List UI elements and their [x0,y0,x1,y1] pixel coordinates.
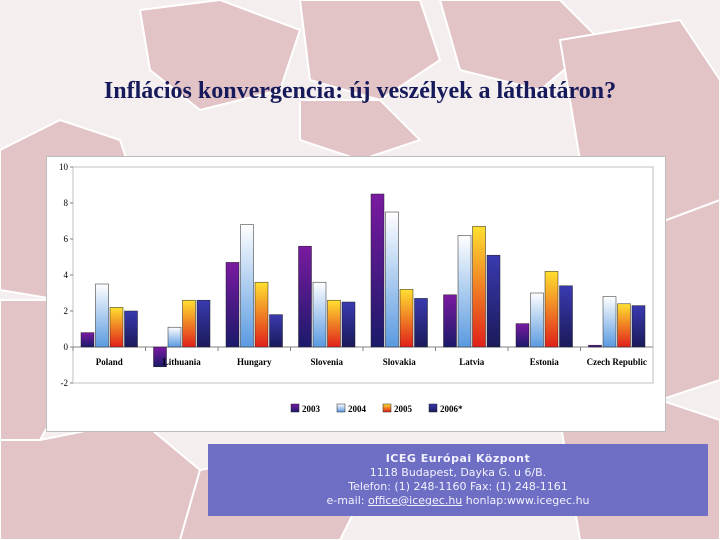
y-tick-label: 8 [64,198,69,208]
legend-label: 2004 [348,404,367,414]
x-tick-label: Slovenia [310,357,343,367]
bar-2006-slovenia [341,301,356,348]
bar-2003-slovenia [298,245,312,348]
bar-2005-hungary [254,281,269,348]
legend-label: 2003 [302,404,321,414]
bar-2004-slovakia [385,211,399,348]
bar-2004-poland [95,283,109,348]
y-tick-label: 2 [64,306,69,316]
footer-email-link[interactable]: office@icegec.hu [367,494,463,507]
bar-2006-czech-republic [631,305,646,348]
x-tick-label: Czech Republic [587,357,647,367]
bar-2004-czech-republic [602,296,617,348]
bar-2006-latvia [486,254,501,348]
bar-2005-slovenia [327,299,341,348]
legend-swatch [428,403,438,413]
bar-2006-lithuania [196,299,211,348]
legend-label: 2005 [394,404,413,414]
legend-swatch [336,403,346,413]
y-tick-label: 10 [59,162,69,172]
bar-2004-lithuania [167,326,182,348]
bar-2003-lithuania [153,346,167,368]
bar-2004-estonia [530,292,544,348]
bar-2004-latvia [457,235,472,348]
footer-address: 1118 Budapest, Dayka G. u 6/B. [369,466,547,479]
bar-2003-latvia [443,294,457,348]
bar-2005-slovakia [399,289,414,348]
bar-2004-hungary [240,224,254,348]
bar-2006-poland [124,310,138,348]
bar-2003-estonia [515,323,530,348]
y-tick-label: -2 [61,378,69,388]
chart-panel: -2 0 2 4 6 8 10 Poland Lithuania Hungary Slovenia S… [46,156,666,432]
bar-2005-poland [109,307,124,348]
y-tick-label: 6 [64,234,69,244]
bar-2003-poland [80,332,95,348]
bar-2003-hungary [225,262,240,348]
bar-2005-lithuania [182,299,196,348]
bar-2006-estonia [559,285,573,348]
x-tick-label: Lithuania [163,357,202,367]
x-tick-label: Hungary [237,357,272,367]
footer-email-label: e-mail: [326,494,368,507]
bar-2005-estonia [544,271,559,348]
page-title: Inflációs konvergencia: új veszélyek a l… [103,78,617,104]
bar-2005-latvia [472,226,486,348]
footer-phone: Telefon: (1) 248-1160 Fax: (1) 248-1161 [348,480,568,493]
legend-swatch [382,403,392,413]
bar-2003-slovakia [370,193,385,348]
y-tick-label: 4 [64,270,69,280]
bar-2006-slovakia [414,298,428,348]
x-tick-label: Poland [96,357,123,367]
x-tick-label: Latvia [459,357,485,367]
bar-2005-czech-republic [617,303,631,348]
bar-2006-hungary [269,314,283,348]
legend-label: 2006* [440,404,463,414]
legend-swatch [290,403,300,413]
footer-contact-box: ICEG Európai Központ 1118 Budapest, Dayk… [208,444,708,516]
x-tick-label: Slovakia [383,357,417,367]
footer-web: honlap:www.icegec.hu [462,494,590,507]
x-tick-label: Estonia [530,357,560,367]
y-tick-label: 0 [64,342,69,352]
bar-2003-czech-republic [588,344,602,348]
footer-org: ICEG Európai Központ [385,452,531,465]
inflation-bar-chart: -2 0 2 4 6 8 10 Poland Lithuania Hungary Slovenia S… [59,162,654,414]
bar-2004-slovenia [312,281,327,348]
footer-contact-line: e-mail: office@icegec.hu honlap:www.iceg… [208,494,708,508]
